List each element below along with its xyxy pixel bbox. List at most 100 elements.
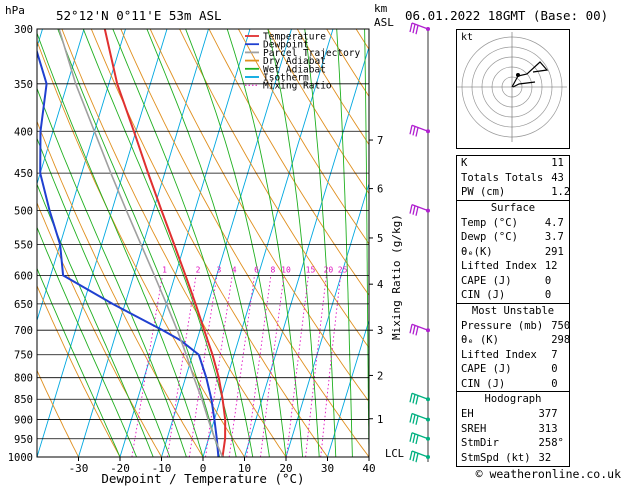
- wind-barb-flag: [412, 414, 416, 424]
- km-tick-label: 3: [377, 325, 383, 337]
- index-row: PW (cm) 1.2: [457, 185, 574, 200]
- index-row: CAPE (J) 0: [457, 274, 569, 289]
- location-title: 52°12'N 0°11'E 53m ASL: [56, 8, 222, 23]
- index-value: 11: [551, 157, 564, 169]
- index-label: StmDir: [461, 437, 499, 449]
- index-value: 7: [551, 348, 558, 361]
- index-row: K 11: [457, 156, 574, 171]
- legend-label: Temperature: [263, 32, 326, 43]
- wind-barb-flag: [412, 394, 416, 404]
- isotherm-line: [285, 182, 369, 457]
- index-label: CAPE (J): [461, 363, 512, 375]
- mixing-ratio-label: 6: [254, 265, 259, 274]
- wind-barb-flag: [409, 22, 413, 33]
- hodograph-table: EH 377 SREH 313 StmDir 258° StmSpd (kt) 32: [457, 407, 569, 465]
- wind-barb-shaft: [411, 203, 429, 212]
- dry-adiabat: [120, 29, 369, 457]
- pressure-tick-label: 1000: [8, 452, 33, 464]
- index-label: SREH: [461, 422, 487, 435]
- legend-label: Dewpoint: [263, 40, 309, 51]
- lcl-label: LCL: [385, 448, 404, 460]
- index-row: CIN (J) 0: [457, 288, 569, 303]
- pressure-tick-label: 300: [14, 24, 33, 36]
- index-row: CAPE (J) 0: [457, 362, 574, 377]
- series-dewpoint: [37, 48, 220, 457]
- wet-adiabat: [112, 29, 254, 457]
- pressure-tick-label: 650: [14, 299, 33, 311]
- surface-title: Surface: [457, 199, 569, 216]
- pressure-tick-label: 800: [14, 373, 33, 385]
- dry-adiabat: [267, 29, 369, 195]
- wind-barb-flag: [409, 450, 413, 461]
- dry-adiabat: [238, 29, 369, 245]
- index-label: CAPE (J): [461, 274, 512, 287]
- wind-barb: [409, 432, 430, 445]
- wind-barb-flag: [415, 415, 419, 425]
- x-tick-label: 20: [279, 462, 292, 475]
- pressure-tick-label: 850: [14, 394, 33, 406]
- wind-barb-shaft: [411, 450, 429, 458]
- pressure-tick-label: 450: [14, 168, 33, 180]
- index-value: 313: [538, 422, 558, 435]
- km-tick-label: 7: [377, 135, 383, 147]
- wind-barb-flag: [412, 325, 416, 335]
- wind-barb-flag: [409, 413, 413, 423]
- x-tick-label: 10: [238, 462, 251, 475]
- x-axis-title: Dewpoint / Temperature (°C): [101, 471, 304, 486]
- isotherm-line: [37, 29, 168, 457]
- km-tick-label: 5: [377, 233, 383, 245]
- wind-barb: [409, 412, 430, 425]
- km-tick-label: 1: [377, 414, 383, 426]
- isotherm-line: [78, 29, 209, 457]
- wind-barb-flag: [412, 126, 416, 136]
- wind-barb-flag: [412, 205, 416, 215]
- index-label: StmSpd (kt): [461, 451, 531, 464]
- x-tick-label: -20: [110, 462, 130, 475]
- wind-barb: [409, 323, 430, 336]
- mixing-ratio-label: 10: [281, 265, 291, 274]
- index-value: 12: [544, 260, 558, 272]
- index-row: Dewp (°C) 3.7: [457, 230, 569, 245]
- wind-barb-shaft: [411, 412, 429, 421]
- mixing-ratio-line: [260, 275, 285, 457]
- wet-adiabat: [226, 29, 304, 457]
- mixing-ratio-label: 2: [196, 265, 201, 274]
- mixing-ratio-line: [228, 275, 255, 457]
- wind-barb-shaft: [411, 392, 429, 400]
- index-label: Lifted Index: [461, 260, 537, 272]
- wind-barb-shaft: [411, 124, 429, 132]
- hodograph-storm-marker: [516, 73, 520, 77]
- legend-label: Wet Adiabat: [263, 64, 326, 75]
- mixing-ratio-label: 1: [162, 265, 167, 274]
- hodograph-trace: [511, 61, 549, 88]
- asl-label: ASL: [374, 16, 394, 29]
- index-label: Pressure (mb): [461, 319, 544, 332]
- wet-adiabat: [267, 29, 320, 457]
- index-value: 0: [551, 377, 558, 390]
- pressure-tick-label: 700: [14, 325, 33, 337]
- wind-barb-shaft: [411, 323, 429, 331]
- indices-panel: K 11 Totals Totals 43 PW (cm) 1.2 Surface Tem…: [456, 155, 570, 467]
- isotherm-line: [244, 45, 369, 457]
- x-tick-label: -10: [152, 462, 172, 475]
- datetime-title: 06.01.2022 18GMT (Base: 00): [405, 8, 609, 23]
- mixing-ratio-label: 15: [306, 265, 316, 274]
- isotherm-line: [37, 29, 85, 186]
- hodograph-panel: kt: [456, 29, 570, 149]
- km-tick-label: 6: [377, 184, 383, 196]
- wind-barb-flag: [409, 125, 413, 135]
- wind-barb: [409, 450, 430, 463]
- index-row: Lifted Index 7: [457, 348, 574, 363]
- index-row: StmSpd (kt) 32: [457, 451, 569, 466]
- legend-label: Dry Adiabat: [263, 56, 326, 67]
- index-row: StmDir 258°: [457, 436, 569, 451]
- x-tick-label: 0: [200, 462, 207, 475]
- index-value: 750: [551, 319, 571, 332]
- mixing-ratio-line: [246, 275, 272, 457]
- pressure-tick-label: 750: [14, 350, 33, 362]
- index-label: EH: [461, 408, 474, 420]
- wind-barb-flag: [415, 434, 419, 445]
- wet-adiabat: [57, 29, 221, 457]
